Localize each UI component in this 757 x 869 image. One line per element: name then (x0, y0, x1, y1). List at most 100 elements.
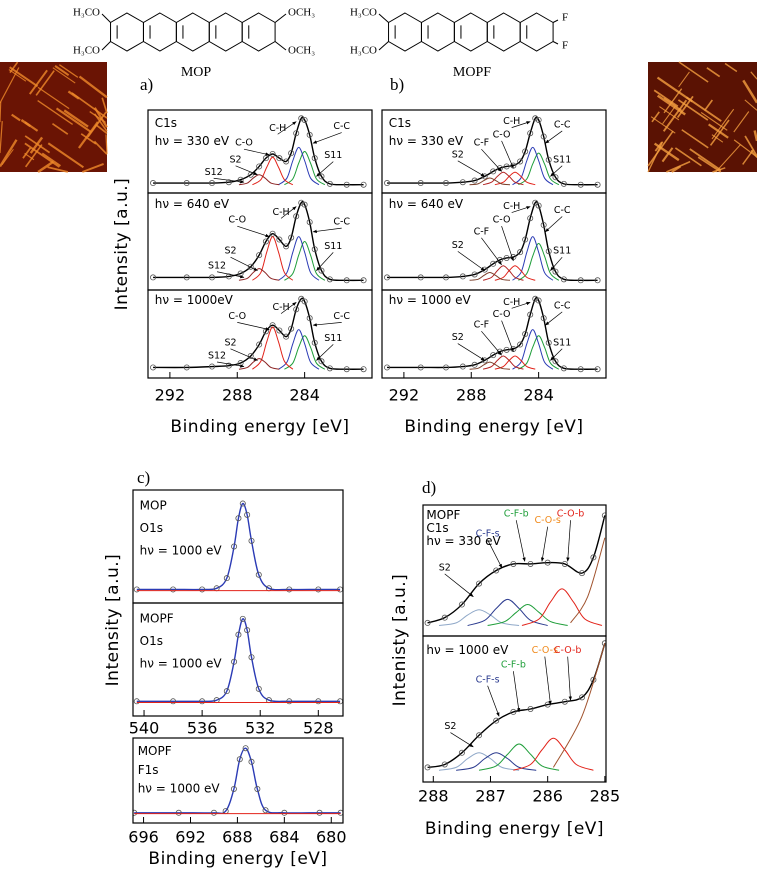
afm-streak (105, 134, 108, 154)
annotation-arrow (457, 160, 486, 177)
x-tick-label: 284 (523, 386, 554, 405)
annotation: C-F (474, 320, 490, 331)
annotation-arrow (243, 148, 270, 156)
data-point (318, 358, 325, 365)
data-point (527, 215, 534, 222)
spectrum-line (153, 200, 364, 282)
data-point (288, 150, 295, 157)
plot-frame (422, 635, 607, 783)
spectrum-line (278, 236, 320, 281)
afm-streak (37, 86, 70, 110)
afm-images (0, 61, 757, 174)
spectrum-line (513, 737, 594, 771)
data-point (360, 181, 367, 188)
x-tick-label: 688 (222, 828, 253, 847)
annotation-arrow (513, 671, 521, 713)
annotation-arrow (511, 301, 531, 309)
annotation: C-F (474, 226, 490, 237)
afm-streak (700, 111, 728, 131)
x-tick-label: 292 (155, 386, 186, 405)
data-point (493, 717, 500, 724)
annotation: C-O-s (534, 515, 560, 526)
x-tick-label: 292 (389, 386, 420, 405)
plot-area (424, 640, 606, 771)
data-point (459, 363, 466, 370)
data-point (225, 362, 232, 369)
plot-area (150, 199, 367, 284)
afm-streak (20, 119, 31, 128)
afm-streak (715, 144, 741, 173)
ring (241, 12, 276, 52)
annotation: C-O (493, 309, 511, 320)
data-point (471, 361, 478, 368)
data-point (545, 339, 552, 346)
x-tick-label: 288 (418, 787, 449, 806)
afm-streak (52, 67, 76, 84)
data-point (458, 601, 465, 608)
data-point (490, 352, 497, 359)
afm-streak (674, 147, 702, 167)
data-point (281, 809, 288, 816)
data-point (301, 116, 308, 123)
afm-streak (650, 116, 676, 134)
annotation: C-F-s (476, 674, 500, 685)
annotation: C-F-s (476, 528, 500, 539)
data-point (183, 364, 190, 371)
data-point (283, 243, 290, 250)
afm-streak (0, 101, 2, 123)
ring (142, 12, 177, 52)
substituent: H₃CO (350, 45, 377, 57)
spectrum-line (427, 643, 606, 769)
afm-streak (689, 148, 722, 172)
annotation: C-H (503, 201, 520, 212)
y-axis-label: Intenisty [a.u.] (390, 574, 410, 707)
annotation: MOPF (138, 744, 172, 758)
data-point (254, 786, 261, 793)
data-point (133, 809, 138, 816)
substituent: F (562, 12, 568, 24)
annotation: hν = 640 eV (155, 197, 230, 211)
data-point (561, 698, 568, 705)
ring (453, 12, 488, 52)
annotation: hν = 330 eV (426, 534, 501, 548)
annotation: C-H (503, 116, 520, 127)
data-point (239, 615, 246, 622)
spectrum-line (482, 265, 524, 281)
molecules (101, 12, 559, 52)
ring (208, 12, 243, 52)
annotation-arrow (216, 361, 245, 368)
x-tick-label: 287 (475, 787, 506, 806)
data-point (276, 236, 283, 243)
annotation-arrow (545, 130, 563, 144)
annotation: C1s (155, 116, 177, 130)
x-tick-label: 285 (590, 787, 621, 806)
data-point (283, 158, 290, 165)
data-point (230, 786, 237, 793)
substituent: H₃CO (73, 7, 100, 19)
data-point (293, 213, 300, 220)
data-point (458, 749, 465, 756)
afm-image (0, 62, 107, 172)
afm-streak (78, 121, 99, 149)
annotation: S2 (230, 154, 242, 165)
data-point (535, 116, 542, 123)
annotation-arrow (501, 320, 514, 352)
data-point (527, 706, 534, 713)
data-point (561, 560, 568, 567)
data-point (183, 180, 190, 187)
data-point (301, 298, 308, 305)
data-point (223, 688, 230, 695)
spectrum-line (521, 588, 603, 626)
annotation: S2 (452, 332, 464, 343)
bond (378, 41, 389, 51)
afm-streak (703, 99, 714, 112)
data-point (225, 273, 232, 280)
plot-area (384, 199, 601, 284)
spectrum-line (238, 174, 280, 186)
afm-streak (654, 141, 663, 152)
annotation-arrow (457, 343, 486, 361)
data-point (208, 180, 215, 187)
spectrum-line (518, 242, 560, 281)
x-tick-label: 528 (303, 719, 334, 738)
annotation-arrow (566, 520, 571, 562)
